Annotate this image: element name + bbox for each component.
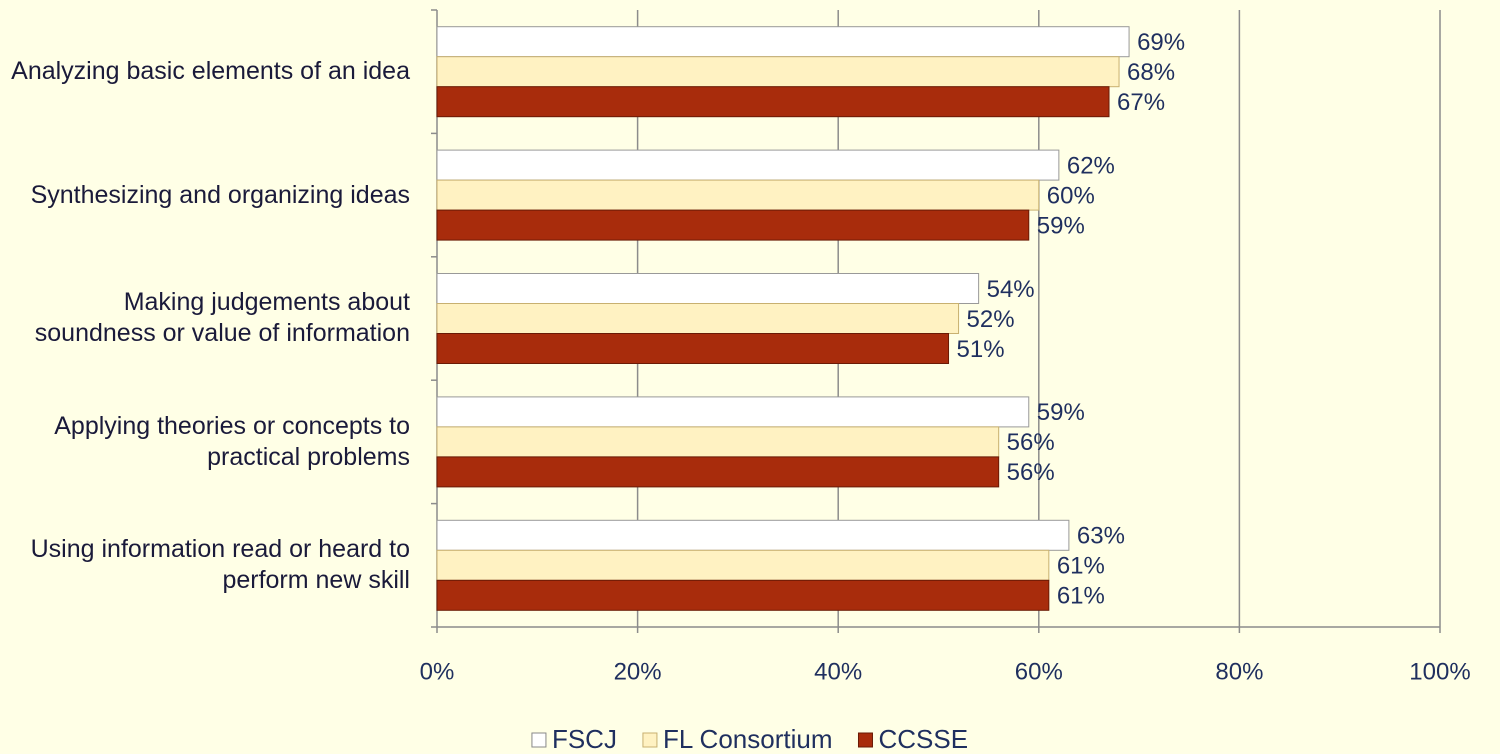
bar <box>436 519 1070 551</box>
y-tick-label: Synthesizing and organizing ideas <box>0 133 410 256</box>
value-label: 67% <box>1117 89 1165 116</box>
bar <box>436 426 1000 458</box>
value-label: 59% <box>1037 399 1085 426</box>
y-tick-label: Analyzing basic elements of an idea <box>0 10 410 133</box>
bar <box>436 273 980 304</box>
legend-swatch <box>531 732 547 748</box>
bar <box>436 456 1000 488</box>
value-label: 68% <box>1127 59 1175 86</box>
legend-swatch <box>857 732 873 748</box>
bar <box>436 86 1110 118</box>
legend-label: FL Consortium <box>663 724 833 754</box>
value-label: 63% <box>1077 523 1125 550</box>
value-label: 56% <box>1007 429 1055 456</box>
bar <box>436 396 1030 428</box>
value-label: 52% <box>967 306 1015 333</box>
value-label: 59% <box>1037 212 1085 239</box>
legend-label: CCSSE <box>878 724 968 754</box>
value-label: 56% <box>1007 459 1055 486</box>
value-label: 61% <box>1057 583 1105 610</box>
value-label: 69% <box>1137 29 1185 56</box>
value-label: 60% <box>1047 182 1095 209</box>
legend-label: FSCJ <box>552 724 617 754</box>
category-text: Synthesizing and organizing ideas <box>30 180 410 209</box>
category-text: Analyzing basic elements of an idea <box>11 57 410 86</box>
bar <box>436 579 1050 611</box>
value-label: 62% <box>1067 152 1115 179</box>
x-tick-label: 40% <box>814 658 862 685</box>
bar <box>436 56 1120 88</box>
category-text: Applying theories or concepts to practic… <box>54 411 410 471</box>
bar <box>436 333 950 364</box>
value-label: 51% <box>957 336 1005 363</box>
bar <box>436 303 960 334</box>
bar <box>436 149 1060 181</box>
value-label: 61% <box>1057 553 1105 580</box>
x-tick-label: 60% <box>1015 658 1063 685</box>
bar <box>436 549 1050 581</box>
bar <box>436 179 1040 211</box>
x-tick-label: 80% <box>1215 658 1263 685</box>
bar <box>436 209 1030 241</box>
y-tick-label: Making judgements about soundness or val… <box>0 257 410 380</box>
x-tick-label: 100% <box>1409 658 1470 685</box>
y-tick-label: Applying theories or concepts to practic… <box>0 380 410 503</box>
category-text: Making judgements about soundness or val… <box>34 288 410 348</box>
x-tick-label: 20% <box>614 658 662 685</box>
y-tick-label: Using information read or heard to perfo… <box>0 504 410 627</box>
category-text: Using information read or heard to perfo… <box>30 535 410 595</box>
legend-swatch <box>642 732 658 748</box>
bar <box>436 26 1130 58</box>
x-tick-label: 0% <box>420 658 455 685</box>
value-label: 54% <box>987 276 1035 303</box>
